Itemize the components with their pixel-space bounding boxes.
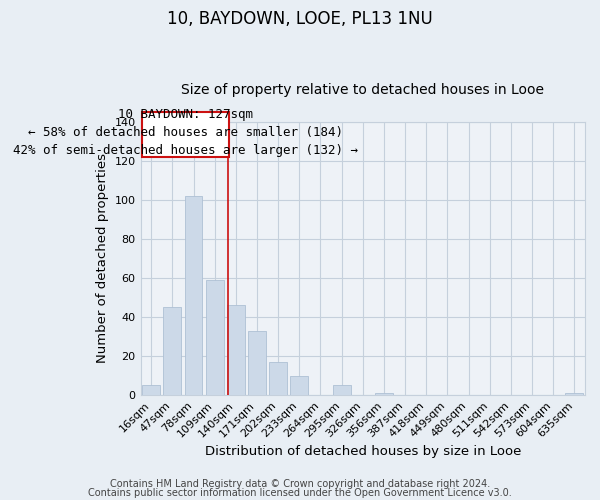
Bar: [269, 362, 287, 395]
Bar: [142, 112, 229, 157]
Text: Contains HM Land Registry data © Crown copyright and database right 2024.: Contains HM Land Registry data © Crown c…: [110, 479, 490, 489]
Bar: [227, 306, 245, 395]
Bar: [248, 330, 266, 395]
Text: 10 BAYDOWN: 127sqm
← 58% of detached houses are smaller (184)
42% of semi-detach: 10 BAYDOWN: 127sqm ← 58% of detached hou…: [13, 108, 358, 157]
Title: Size of property relative to detached houses in Looe: Size of property relative to detached ho…: [181, 83, 544, 97]
X-axis label: Distribution of detached houses by size in Looe: Distribution of detached houses by size …: [205, 444, 521, 458]
Bar: [206, 280, 224, 395]
Bar: [565, 393, 583, 395]
Bar: [163, 307, 181, 395]
Bar: [332, 386, 350, 395]
Y-axis label: Number of detached properties: Number of detached properties: [96, 154, 109, 364]
Bar: [290, 376, 308, 395]
Text: 10, BAYDOWN, LOOE, PL13 1NU: 10, BAYDOWN, LOOE, PL13 1NU: [167, 10, 433, 28]
Bar: [375, 393, 393, 395]
Text: Contains public sector information licensed under the Open Government Licence v3: Contains public sector information licen…: [88, 488, 512, 498]
Bar: [142, 386, 160, 395]
Bar: [185, 196, 202, 395]
